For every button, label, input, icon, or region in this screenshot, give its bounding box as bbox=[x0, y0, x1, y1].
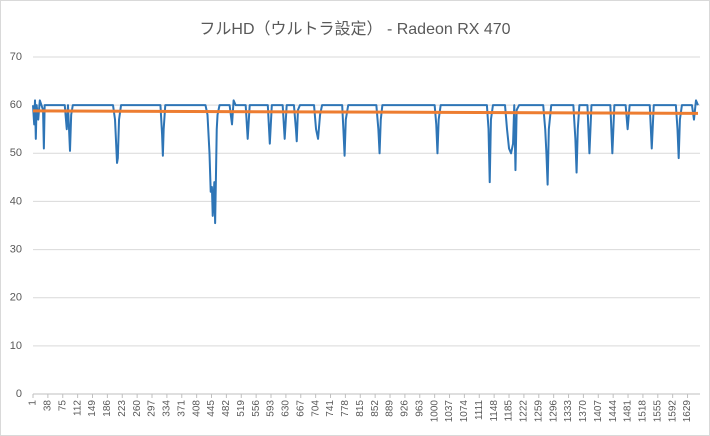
x-tick-label: 445 bbox=[206, 400, 217, 417]
x-tick-label: 482 bbox=[221, 400, 232, 417]
x-tick-label: 371 bbox=[176, 400, 187, 417]
x-tick-label: 408 bbox=[191, 400, 202, 417]
x-tick-label: 667 bbox=[295, 400, 306, 417]
x-tick-label: 1259 bbox=[533, 400, 544, 423]
y-tick-label: 30 bbox=[10, 243, 22, 255]
x-tick-label: 852 bbox=[370, 400, 381, 417]
y-tick-label: 70 bbox=[10, 51, 22, 63]
y-tick-label: 0 bbox=[16, 388, 22, 400]
line-series bbox=[32, 109, 698, 115]
x-tick-label: 630 bbox=[281, 400, 292, 417]
x-tick-label: 556 bbox=[251, 400, 262, 417]
x-tick-label: 223 bbox=[117, 400, 128, 417]
y-tick-label: 50 bbox=[10, 147, 22, 159]
x-tick-label: 1111 bbox=[474, 400, 485, 420]
x-tick-label: 260 bbox=[132, 400, 143, 417]
x-tick-label: 149 bbox=[87, 400, 98, 417]
x-tick-label: 1296 bbox=[548, 400, 559, 423]
x-tick-label: 963 bbox=[414, 400, 425, 417]
x-tick-label: 1185 bbox=[504, 400, 515, 422]
x-tick-label: 1444 bbox=[608, 400, 619, 423]
y-tick-label: 10 bbox=[10, 340, 22, 352]
x-tick-label: 778 bbox=[340, 400, 351, 417]
x-tick-label: 741 bbox=[325, 400, 336, 417]
x-tick-label: 1407 bbox=[593, 400, 604, 423]
x-tick-label: 704 bbox=[310, 400, 321, 417]
chart-title: フルHD（ウルトラ設定） - Radeon RX 470 bbox=[199, 20, 510, 38]
x-tick-label: 519 bbox=[236, 400, 247, 417]
x-tick-label: 75 bbox=[57, 400, 68, 412]
x-tick-label: 593 bbox=[266, 400, 277, 417]
y-tick-label: 40 bbox=[10, 195, 22, 207]
x-tick-label: 112 bbox=[72, 400, 83, 416]
x-tick-label: 1370 bbox=[578, 400, 589, 423]
x-tick-label: 38 bbox=[43, 400, 54, 412]
x-tick-label: 1555 bbox=[652, 400, 663, 423]
x-tick-label: 926 bbox=[400, 400, 411, 417]
x-tick-label: 1074 bbox=[459, 400, 470, 423]
x-tick-label: 1000 bbox=[429, 400, 440, 423]
line-series bbox=[32, 99, 699, 225]
x-tick-label: 815 bbox=[355, 400, 366, 417]
x-tick-label: 1 bbox=[28, 400, 39, 406]
x-tick-label: 297 bbox=[147, 400, 158, 417]
x-tick-label: 1037 bbox=[444, 400, 455, 423]
x-tick-label: 1592 bbox=[667, 400, 678, 423]
x-tick-label: 1518 bbox=[638, 400, 649, 423]
x-tick-label: 186 bbox=[102, 400, 113, 417]
x-tick-label: 889 bbox=[385, 400, 396, 417]
x-tick-label: 1481 bbox=[623, 400, 634, 423]
y-tick-label: 20 bbox=[10, 292, 22, 304]
x-tick-label: 334 bbox=[162, 400, 173, 417]
x-tick-label: 1629 bbox=[682, 400, 693, 423]
x-tick-label: 1333 bbox=[563, 400, 574, 423]
y-tick-label: 60 bbox=[10, 99, 22, 111]
x-tick-label: 1148 bbox=[489, 400, 500, 422]
x-tick-label: 1222 bbox=[519, 400, 530, 423]
